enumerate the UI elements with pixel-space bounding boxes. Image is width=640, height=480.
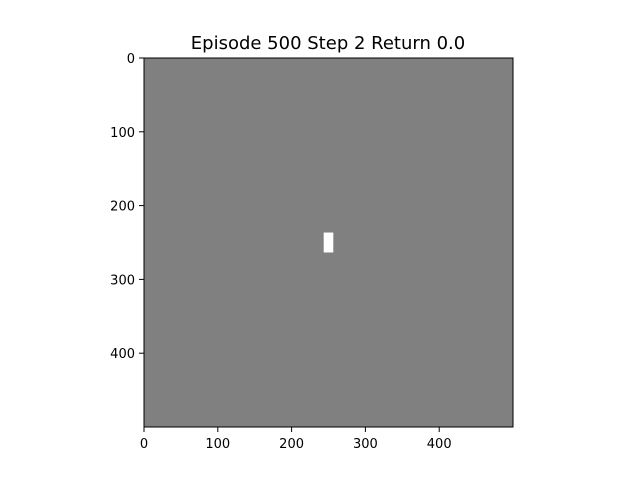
x-tick-label: 400 — [427, 437, 452, 452]
y-axis: 0 100 200 300 400 — [110, 52, 144, 362]
game-objects — [323, 232, 334, 253]
y-tick-label: 300 — [110, 273, 135, 288]
x-tick-label: 0 — [140, 437, 148, 452]
x-tick-label: 300 — [353, 437, 378, 452]
x-axis: 0 100 200 300 400 — [140, 427, 452, 452]
figure-title: Episode 500 Step 2 Return 0.0 — [191, 33, 465, 54]
y-tick-label: 0 — [127, 52, 135, 67]
y-tick-label: 400 — [110, 347, 135, 362]
player-block — [323, 232, 334, 253]
y-tick-label: 200 — [110, 200, 135, 215]
x-tick-label: 100 — [205, 437, 230, 452]
x-tick-label: 200 — [279, 437, 304, 452]
y-tick-label: 100 — [110, 126, 135, 141]
